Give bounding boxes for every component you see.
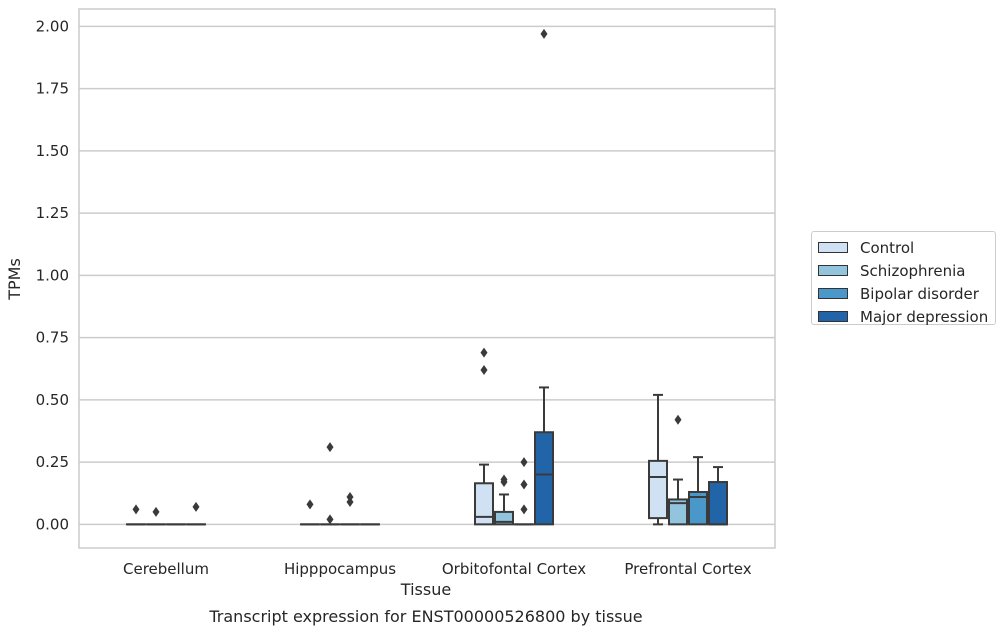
y-tick-label: 1.75 — [36, 80, 69, 98]
legend-label-bipolar-disorder: Bipolar disorder — [860, 284, 979, 303]
y-axis-label: TPMs — [5, 258, 24, 301]
outlier-point — [500, 477, 508, 488]
outlier-point — [132, 504, 140, 515]
y-tick-label: 0.25 — [36, 453, 69, 471]
y-tick-label: 0.50 — [36, 391, 69, 409]
legend-swatch-control — [818, 242, 848, 253]
outlier-point — [306, 499, 314, 510]
outlier-point — [346, 496, 354, 507]
x-tick-label: Prefrontal Cortex — [624, 560, 751, 578]
x-tick-label: Hipppocampus — [284, 560, 396, 578]
legend-item-schizophrenia: Schizophrenia — [818, 259, 995, 282]
outlier-point — [480, 364, 488, 375]
y-tick-label: 1.00 — [36, 266, 69, 284]
box — [688, 490, 708, 526]
legend-item-bipolar-disorder: Bipolar disorder — [818, 282, 995, 305]
plot-area — [78, 8, 776, 549]
legend-label-control: Control — [860, 238, 915, 257]
x-tick-label: Orbitofontal Cortex — [442, 560, 586, 578]
box — [474, 482, 494, 526]
box — [534, 431, 554, 526]
legend-swatch-major-depression — [818, 311, 848, 322]
outlier-point — [326, 514, 334, 525]
outlier-point — [152, 506, 160, 517]
y-tick-label: 2.00 — [36, 17, 69, 35]
legend-label-schizophrenia: Schizophrenia — [860, 261, 966, 280]
legend-label-major-depression: Major depression — [860, 307, 989, 326]
legend-item-major-depression: Major depression — [818, 305, 995, 328]
x-tick-labels: Cerebellum Hipppocampus Orbitofontal Corte… — [123, 560, 752, 578]
y-tick-label: 0.00 — [36, 515, 69, 533]
outlier-point — [520, 479, 528, 490]
box — [708, 481, 728, 526]
outlier-point — [326, 442, 334, 453]
box — [668, 498, 688, 526]
y-tick-label: 0.75 — [36, 329, 69, 347]
outlier-point — [520, 457, 528, 468]
outlier-point — [674, 414, 682, 425]
x-axis-label: Tissue — [400, 580, 451, 599]
grid-lines — [79, 25, 775, 526]
box — [648, 459, 668, 520]
y-tick-labels: 0.00 0.25 0.50 0.75 1.00 1.25 1.50 1.75 2.00 — [36, 17, 69, 533]
chart-caption: Transcript expression for ENST0000052680… — [208, 607, 642, 626]
y-tick-label: 1.25 — [36, 204, 69, 222]
legend-item-control: Control — [818, 236, 995, 259]
outlier-point — [480, 347, 488, 358]
legend-swatch-schizophrenia — [818, 265, 848, 276]
y-tick-label: 1.50 — [36, 142, 69, 160]
box-series — [126, 28, 728, 526]
outlier-point — [192, 501, 200, 512]
outlier-point — [540, 28, 548, 39]
x-tick-label: Cerebellum — [123, 560, 209, 578]
legend-swatch-bipolar-disorder — [818, 288, 848, 299]
outlier-point — [520, 504, 528, 515]
legend: Control Schizophrenia Bipolar disorder M… — [811, 231, 996, 328]
